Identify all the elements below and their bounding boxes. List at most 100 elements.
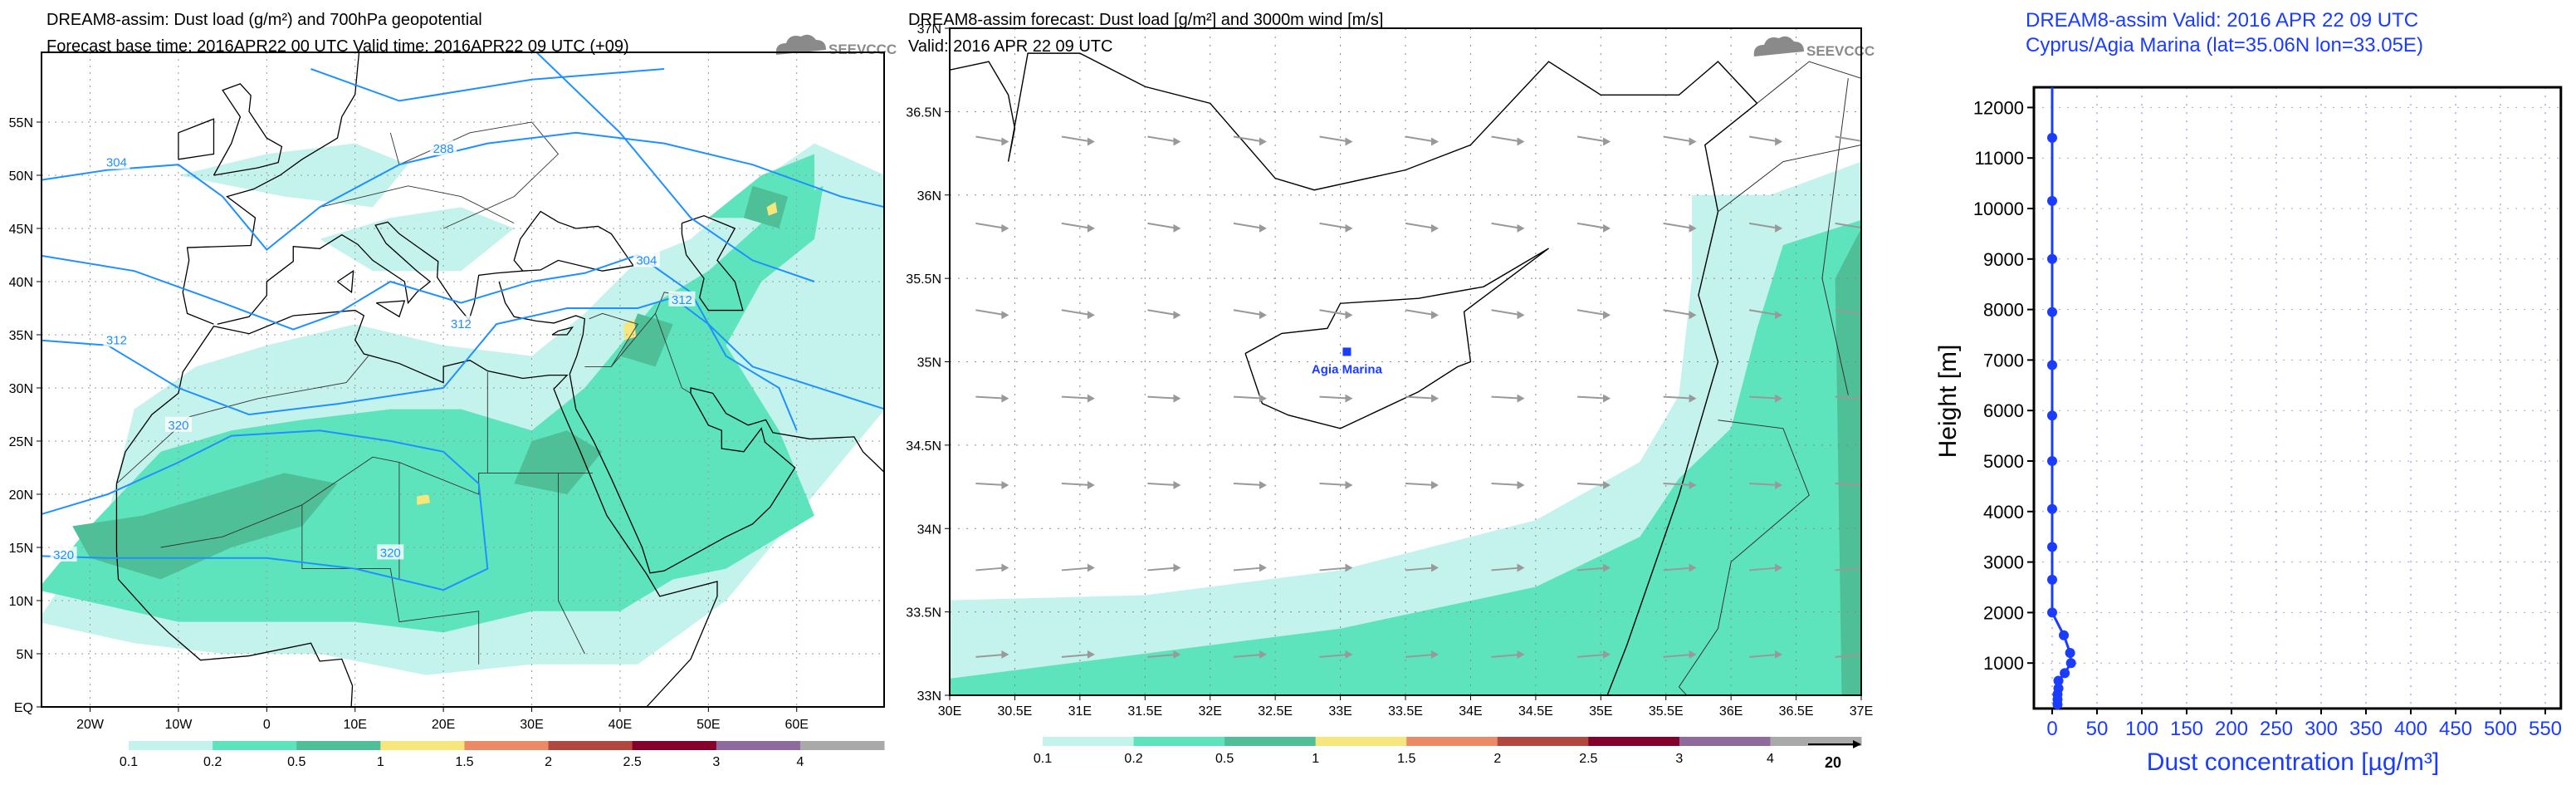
country-border (1679, 686, 1688, 695)
country-border (557, 473, 585, 655)
wind-vector-arrowhead (1173, 650, 1181, 659)
profile-point (2047, 542, 2057, 552)
wind-vector-arrowhead (1173, 137, 1181, 146)
wind-vector-arrowhead (1517, 394, 1525, 403)
wind-vector-arrow (1061, 653, 1092, 658)
left-map-axes: EQ 5N 10N 15N 20N 25N 30N 35N 40N 45N 50N 55N 20W 10W… (9, 116, 809, 732)
lat-label: 37N (917, 22, 941, 37)
lat-label: 33.5N (906, 606, 941, 621)
country-border (116, 356, 369, 484)
wind-vector-arrow (1835, 222, 1861, 229)
wind-vector-arrow (1835, 309, 1861, 316)
lat-label: 20N (9, 488, 33, 503)
left-title-line2: Forecast base time: 2016APR22 00 UTC Val… (46, 37, 629, 56)
wind-vector-arrowhead (1345, 563, 1353, 572)
profile-point (2060, 668, 2070, 679)
wind-vector-arrowhead (1087, 650, 1095, 659)
left-colorbar: 0.1 0.2 0.5 1 1.5 2 2.5 3 4 (120, 741, 885, 769)
wind-vector-arrow (1405, 135, 1436, 143)
lon-label: 30E (520, 718, 543, 732)
wind-vector-arrowhead (1431, 394, 1440, 403)
wind-vector-arrowhead (1517, 650, 1525, 659)
lat-label: 40N (9, 276, 33, 290)
plot-frame (2032, 86, 2563, 710)
wind-vector-arrowhead (1603, 481, 1611, 490)
lon-label: 35E (1589, 704, 1612, 719)
left-logo: SEEVCCC (775, 34, 897, 57)
colorbar-segment (1497, 737, 1589, 746)
profile-chart: 0 50 100 150 200 250 300 350 400 450 500 550 1000 200… (1973, 86, 2563, 740)
wind-vector-arrow (1748, 135, 1780, 143)
wind-vector-arrow (1319, 567, 1350, 572)
wind-vector-arrowhead (1775, 650, 1783, 659)
wind-vector-arrow (1405, 309, 1436, 316)
contour-label: 312 (672, 293, 692, 307)
wind-vector-arrowhead (1431, 137, 1440, 146)
lon-label: 35.5E (1649, 704, 1684, 719)
profile-point (2059, 630, 2070, 640)
lat-label: 45N (9, 223, 33, 237)
mid-title-line1: DREAM8-assim forecast: Dust load [g/m²] … (908, 11, 1383, 29)
lon-label: 34.5E (1518, 704, 1553, 719)
y-tick-label: 10000 (1973, 199, 2024, 219)
mid-map: Agia Marina (950, 28, 1861, 695)
left-title-line1: DREAM8-assim: Dust load (g/m²) and 700hP… (46, 11, 482, 29)
profile-title-line1: DREAM8-assim Valid: 2016 APR 22 09 UTC (2026, 9, 2418, 32)
wind-vector-arrowhead (1001, 137, 1009, 146)
geopotential-contour (535, 52, 815, 282)
wind-vector-arrow (1061, 135, 1092, 143)
lat-label: 15N (9, 542, 33, 556)
y-tick-label: 6000 (1983, 400, 2024, 421)
wind-vector-arrow (1147, 653, 1178, 658)
reference-arrow-head (1853, 740, 1861, 748)
wind-vector-arrowhead (1087, 311, 1095, 320)
wind-vector-arrowhead (1775, 563, 1783, 572)
wind-vector-arrowhead (1087, 137, 1095, 146)
wind-vector-arrowhead (1689, 137, 1697, 146)
wind-vector-arrow (1835, 483, 1861, 486)
wind-vector-arrowhead (1087, 394, 1095, 403)
lat-label: 34N (917, 523, 941, 537)
colorbar-label: 3 (712, 755, 720, 769)
wind-vector-arrow (1233, 135, 1264, 143)
wind-vector-arrowhead (1001, 223, 1009, 233)
wind-vector-arrowhead (1775, 311, 1783, 320)
y-tick-label: 1000 (1983, 653, 2024, 674)
wind-vector-arrow (1835, 654, 1861, 658)
lon-label: 31E (1068, 704, 1092, 719)
left-map: 304 288 304 312 312 312 320 320 320 (42, 52, 884, 707)
wind-vector-arrow (1577, 483, 1608, 487)
colorbar-segment (129, 741, 213, 750)
lat-label: 25N (9, 435, 33, 449)
wind-vector-arrow (1061, 567, 1092, 572)
colorbar-segment (716, 741, 801, 750)
wind-vector-arrowhead (1775, 223, 1783, 233)
x-tick-label: 200 (2215, 718, 2248, 740)
colorbar-label: 4 (1767, 752, 1774, 766)
contour-label: 312 (451, 317, 472, 331)
wind-vector-arrow (1319, 309, 1350, 316)
profile-point (2065, 648, 2075, 659)
x-tick-label: 250 (2260, 718, 2293, 740)
station-marker-icon (1342, 347, 1352, 356)
geopotential-contour (310, 68, 665, 102)
lat-label: 30N (9, 382, 33, 396)
lon-label: 30E (938, 704, 961, 719)
wind-vector-arrow (1405, 653, 1436, 658)
wind-vector-arrowhead (1689, 563, 1697, 572)
colorbar-label: 0.2 (1124, 752, 1142, 766)
colorbar-segment (1770, 737, 1862, 746)
colorbar-label: 0.5 (287, 755, 306, 769)
wind-vector-arrowhead (1603, 394, 1611, 403)
wind-vector-arrow (1405, 222, 1436, 229)
dust-load-area (743, 185, 789, 228)
wind-vector-arrow (1319, 395, 1350, 400)
profile-ylabel: Height [m] (1934, 345, 1962, 459)
lon-label: 60E (785, 718, 808, 732)
contour-label-bg (103, 154, 130, 169)
coastline (1244, 248, 1549, 429)
contour-label-bg (633, 252, 660, 267)
coastline (681, 214, 744, 312)
coastline (569, 374, 884, 574)
